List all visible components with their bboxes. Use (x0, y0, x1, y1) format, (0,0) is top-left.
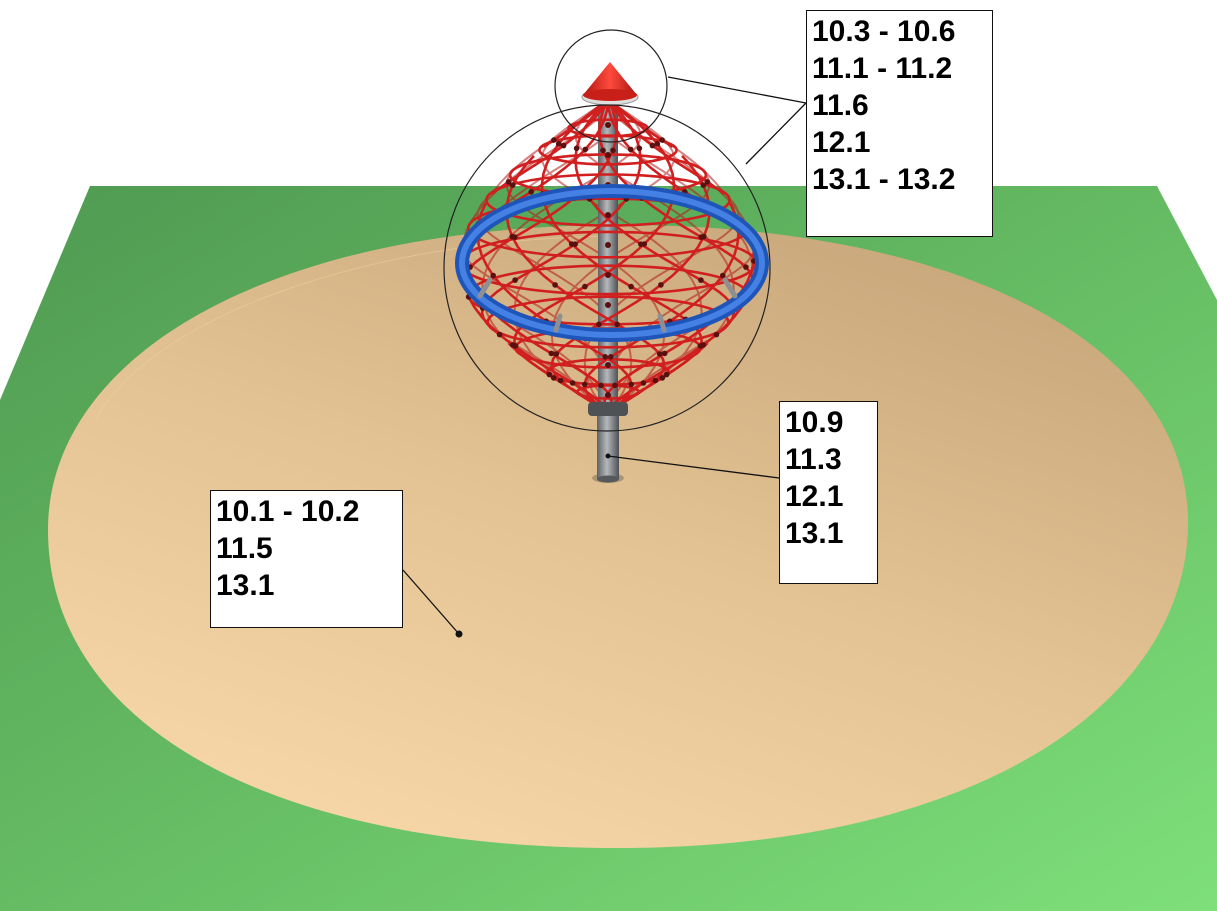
net-knot (659, 375, 666, 381)
highlight-circle-cap (554, 29, 668, 143)
pole-knot (605, 272, 611, 278)
leader-line-top (667, 76, 808, 165)
sand-safety-surface (48, 224, 1189, 849)
pole-knot (605, 242, 611, 248)
pole-base (597, 405, 619, 479)
leader-dot-sand (455, 630, 463, 638)
net-knot (512, 277, 518, 283)
callout-line: 12.1 (812, 126, 871, 159)
net-knot (658, 282, 664, 288)
net-knot (627, 146, 634, 153)
callout-line: 12.1 (785, 480, 844, 513)
net-knot (610, 147, 616, 154)
net-knot (663, 371, 670, 378)
net-knot (600, 147, 606, 154)
net-rope-ring (538, 134, 678, 166)
net-knot (512, 343, 519, 349)
net-knot (661, 350, 668, 357)
red-cone-cap (583, 62, 637, 95)
callout-pole: 10.9 11.3 12.1 13.1 (779, 401, 878, 584)
highlight-circle-net (443, 104, 771, 432)
net-knot (640, 380, 647, 386)
leader-line-mid (607, 455, 780, 479)
net-knot (641, 241, 648, 247)
callout-line: 13.1 (216, 569, 275, 602)
net-knot (581, 381, 588, 388)
net-knot (720, 272, 726, 279)
net-rope-spiral (606, 296, 749, 413)
callout-top: 10.3 - 10.6 11.1 - 11.2 11.6 12.1 13.1 -… (806, 10, 993, 237)
net-knot (551, 137, 557, 143)
net-knot (700, 342, 707, 348)
net-knot (612, 382, 618, 389)
net-knot (511, 234, 518, 240)
net-knot (557, 377, 564, 384)
pole-knot (605, 302, 611, 308)
net-knot (698, 277, 704, 283)
net-knot (701, 233, 707, 240)
net-knot (505, 179, 512, 185)
net-knot (700, 182, 707, 188)
net-knot (628, 381, 635, 388)
pole-knot (605, 152, 611, 158)
net-rope-ring (485, 173, 731, 227)
net-knot (528, 189, 534, 195)
net-knot (572, 241, 578, 247)
net-knot (569, 380, 576, 386)
net-knot (546, 371, 553, 378)
net-knot (636, 145, 643, 152)
net-knot (654, 141, 661, 147)
net-knot (553, 351, 560, 357)
net-knot (598, 382, 604, 389)
net-knot (582, 283, 588, 290)
callout-line: 11.6 (812, 89, 869, 122)
pole-knot (605, 122, 611, 128)
callout-line: 13.1 (785, 517, 844, 550)
net-knot (608, 354, 614, 360)
net-knot (656, 351, 663, 357)
net-knot (704, 179, 711, 185)
net-knot (713, 331, 720, 338)
net-knot (649, 142, 656, 149)
net-knot (659, 137, 665, 143)
callout-line: 10.9 (785, 406, 844, 439)
net-knot (602, 354, 608, 360)
pole-knot (605, 392, 611, 398)
net-knot (628, 283, 634, 290)
net-knot (652, 377, 659, 384)
net-knot (496, 331, 503, 338)
net-knot (550, 375, 557, 381)
net-knot (573, 145, 580, 152)
net-knot (552, 282, 558, 288)
callout-line: 11.3 (785, 443, 842, 476)
net-knot (560, 142, 567, 149)
net-knot (596, 321, 602, 328)
leader-dot-pole (605, 453, 611, 459)
callout-line: 10.3 - 10.6 (812, 15, 956, 48)
callout-line: 10.1 - 10.2 (216, 495, 360, 528)
net-knot (548, 350, 555, 357)
net-knot (582, 146, 589, 153)
rope-net-climber (455, 62, 769, 483)
net-knot (509, 182, 516, 188)
pole-knot (605, 362, 611, 368)
leader-line-left (402, 569, 460, 635)
callout-line: 13.1 - 13.2 (812, 163, 956, 196)
net-knot (490, 272, 497, 279)
net-knot (555, 141, 562, 147)
callout-line: 11.5 (216, 532, 273, 565)
callout-line: 11.1 - 11.2 (812, 52, 953, 85)
net-knot (743, 264, 749, 270)
net-knot (614, 321, 620, 328)
callout-surface: 10.1 - 10.2 11.5 13.1 (210, 490, 403, 628)
pole-knot (605, 212, 611, 218)
